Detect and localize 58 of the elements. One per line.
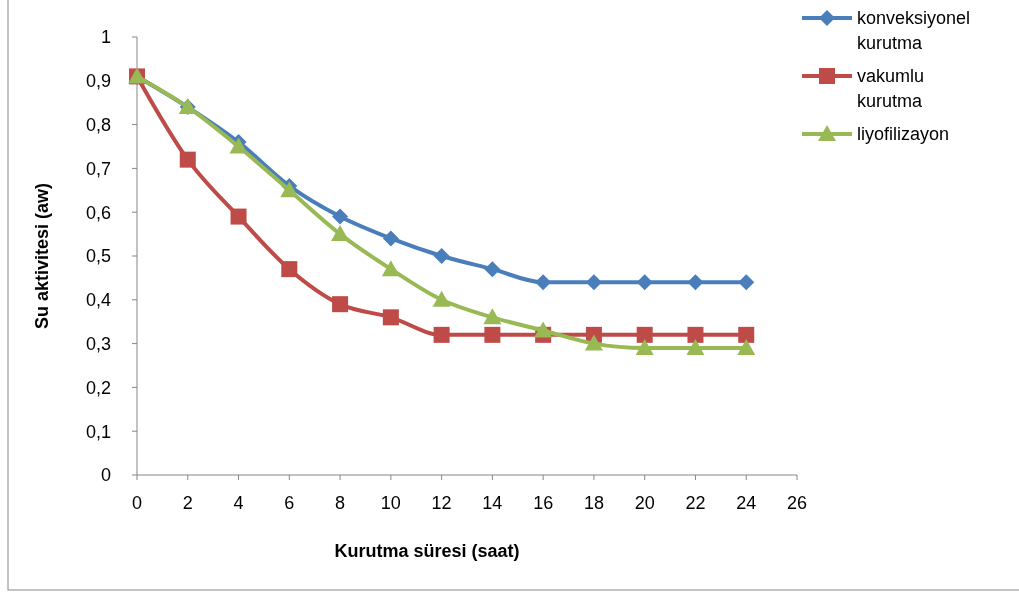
x-tick-label: 18 xyxy=(583,493,604,513)
x-tick-label: 26 xyxy=(786,493,808,513)
point xyxy=(332,296,349,313)
point xyxy=(535,274,552,291)
point xyxy=(332,208,349,225)
y-tick-label: 0,6 xyxy=(85,202,111,223)
point xyxy=(687,274,704,291)
x-tick-label: 12 xyxy=(431,493,452,513)
point xyxy=(382,230,399,247)
y-tick-label: 0,2 xyxy=(85,377,111,398)
y-tick-label: 1 xyxy=(100,27,111,48)
y-tick-label: 0 xyxy=(100,465,111,486)
point xyxy=(381,260,400,277)
point xyxy=(280,181,299,198)
point xyxy=(534,321,553,338)
point xyxy=(686,338,705,355)
x-tick-label: 16 xyxy=(533,493,554,513)
legend-label: liyofilizayon xyxy=(857,124,950,145)
point xyxy=(433,326,450,343)
x-tick-label: 20 xyxy=(634,493,655,513)
point xyxy=(635,338,654,355)
point xyxy=(585,274,602,291)
point xyxy=(432,290,451,307)
x-tick-label: 4 xyxy=(233,493,244,513)
x-tick-label: 0 xyxy=(131,493,143,513)
y-tick-label: 0,9 xyxy=(85,71,111,92)
point xyxy=(738,326,755,343)
point xyxy=(281,261,298,278)
x-tick-label: 2 xyxy=(182,493,193,513)
x-tick-label: 22 xyxy=(685,493,706,513)
x-tick-label: 8 xyxy=(335,493,346,513)
legend-label: vakumlu kurutma xyxy=(857,66,925,112)
y-tick-label: 0,4 xyxy=(85,290,111,311)
point xyxy=(484,326,501,343)
point xyxy=(584,334,603,351)
x-tick-label: 10 xyxy=(380,493,401,513)
y-tick-label: 0,7 xyxy=(85,158,111,179)
y-tick-label: 0,8 xyxy=(85,114,111,135)
point xyxy=(636,326,653,343)
x-tick-label: 14 xyxy=(482,493,503,513)
point xyxy=(179,151,196,168)
x-tick-label: 24 xyxy=(736,493,757,513)
x-axis-title: Kurutma süresi (saat) xyxy=(334,541,520,561)
point xyxy=(433,248,450,264)
point xyxy=(484,261,501,278)
point xyxy=(737,338,756,355)
legend-label: konveksiyonel kurutma xyxy=(857,8,971,54)
y-tick-label: 0,5 xyxy=(85,246,111,267)
point xyxy=(636,274,653,291)
point xyxy=(738,274,755,291)
y-tick-label: 0,1 xyxy=(85,421,111,442)
y-tick-label: 0,3 xyxy=(85,333,111,354)
point xyxy=(382,309,399,326)
point xyxy=(483,308,502,325)
point xyxy=(687,326,704,343)
point xyxy=(230,208,247,225)
y-axis-title: Su aktivitesi (aw) xyxy=(32,182,52,330)
x-tick-label: 6 xyxy=(284,493,295,513)
